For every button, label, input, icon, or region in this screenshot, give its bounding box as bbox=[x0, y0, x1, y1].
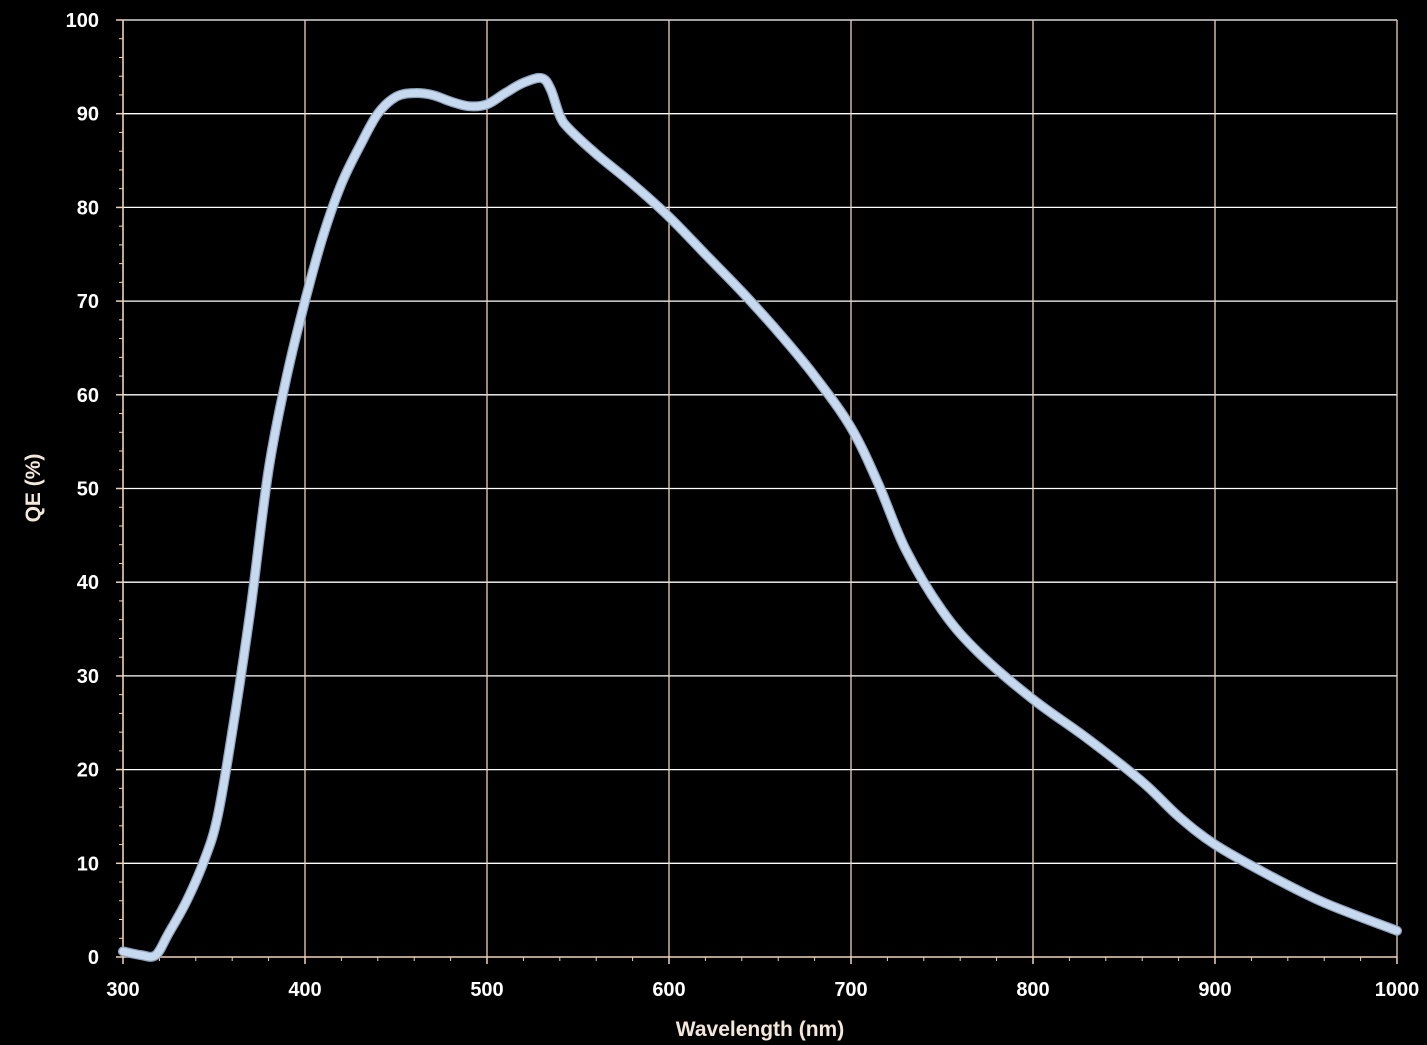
x-tick-label: 800 bbox=[1016, 979, 1049, 1001]
y-tick-label: 80 bbox=[77, 197, 99, 219]
qe-curve bbox=[119, 74, 1401, 961]
x-tick-label: 900 bbox=[1198, 979, 1231, 1001]
y-tick-label: 90 bbox=[77, 104, 99, 126]
x-tick-label: 400 bbox=[288, 979, 321, 1001]
axes bbox=[116, 19, 1398, 964]
y-tick-label: 100 bbox=[66, 10, 99, 32]
x-tick-labels: 300 400 500 600 700 800 900 1000 bbox=[106, 979, 1419, 1001]
y-axis-title: QE (%) bbox=[22, 454, 45, 523]
y-tick-label: 10 bbox=[77, 853, 99, 875]
y-tick-label: 70 bbox=[77, 291, 99, 313]
y-tick-label: 60 bbox=[77, 385, 99, 407]
y-tick-label: 40 bbox=[77, 572, 99, 594]
x-tick-label: 1000 bbox=[1375, 979, 1420, 1001]
y-tick-label: 0 bbox=[88, 947, 99, 969]
x-tick-label: 600 bbox=[652, 979, 685, 1001]
series-layer bbox=[118, 72, 1402, 962]
y-tick-label: 30 bbox=[77, 666, 99, 688]
x-tick-label: 300 bbox=[106, 979, 139, 1001]
x-tick-label: 500 bbox=[470, 979, 503, 1001]
minor-ticks bbox=[119, 38, 1362, 961]
x-axis-title: Wavelength (nm) bbox=[676, 1018, 844, 1041]
gridlines bbox=[123, 19, 1398, 957]
x-tick-label: 700 bbox=[834, 979, 867, 1001]
y-tick-labels: 0 10 20 30 40 50 60 70 80 90 100 bbox=[66, 10, 99, 969]
y-tick-label: 50 bbox=[77, 479, 99, 501]
y-tick-label: 20 bbox=[77, 760, 99, 782]
